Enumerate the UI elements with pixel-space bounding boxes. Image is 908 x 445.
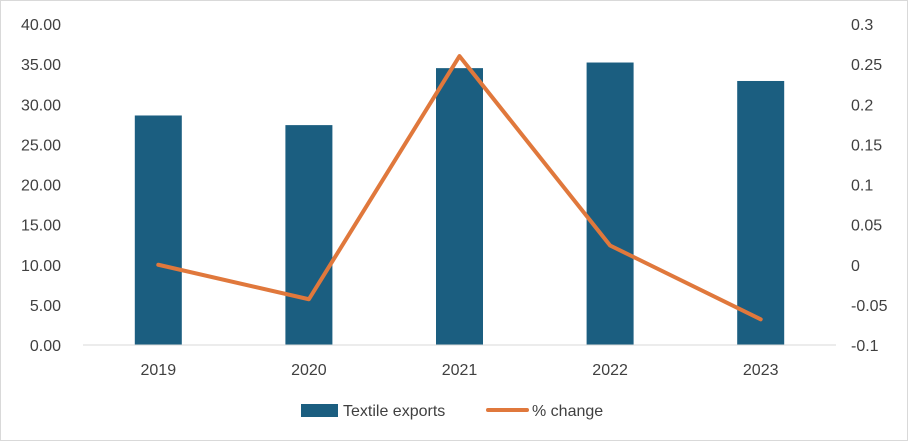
x-axis: 2019 2020 2021 2022 2023 xyxy=(141,362,779,379)
right-tick-label: 0.25 xyxy=(851,57,882,74)
left-tick-label: 35.00 xyxy=(21,57,61,74)
left-tick-label: 5.00 xyxy=(30,298,61,315)
right-axis: -0.1 -0.05 0 0.05 0.1 0.15 0.2 0.25 0.3 xyxy=(851,17,888,355)
x-tick-label: 2023 xyxy=(743,362,779,379)
right-tick-label: -0.1 xyxy=(851,338,879,355)
x-tick-label: 2021 xyxy=(442,362,478,379)
left-tick-label: 0.00 xyxy=(30,338,61,355)
legend-label-percent-change: % change xyxy=(532,403,603,420)
right-tick-label: 0.15 xyxy=(851,137,882,154)
left-tick-label: 20.00 xyxy=(21,178,61,195)
x-tick-label: 2020 xyxy=(291,362,327,379)
left-tick-label: 15.00 xyxy=(21,218,61,235)
right-tick-label: 0 xyxy=(851,258,860,275)
bar-2022 xyxy=(587,63,634,345)
x-tick-label: 2019 xyxy=(141,362,177,379)
legend: Textile exports % change xyxy=(301,403,603,420)
right-tick-label: 0.2 xyxy=(851,97,873,114)
x-tick-label: 2022 xyxy=(592,362,628,379)
right-tick-label: 0.3 xyxy=(851,17,873,34)
right-tick-label: 0.05 xyxy=(851,218,882,235)
bars-layer xyxy=(135,63,784,345)
left-tick-label: 40.00 xyxy=(21,17,61,34)
right-tick-label: 0.1 xyxy=(851,178,873,195)
legend-swatch-textile-exports xyxy=(301,404,338,417)
right-tick-label: -0.05 xyxy=(851,298,888,315)
bar-2020 xyxy=(285,125,332,345)
legend-label-textile-exports: Textile exports xyxy=(343,403,445,420)
left-tick-label: 10.00 xyxy=(21,258,61,275)
left-tick-label: 25.00 xyxy=(21,137,61,154)
bar-2023 xyxy=(737,81,784,345)
bar-2019 xyxy=(135,115,182,345)
left-tick-label: 30.00 xyxy=(21,97,61,114)
bar-2021 xyxy=(436,68,483,345)
left-axis: 0.00 5.00 10.00 15.00 20.00 25.00 30.00 35.00 40… xyxy=(21,17,61,355)
